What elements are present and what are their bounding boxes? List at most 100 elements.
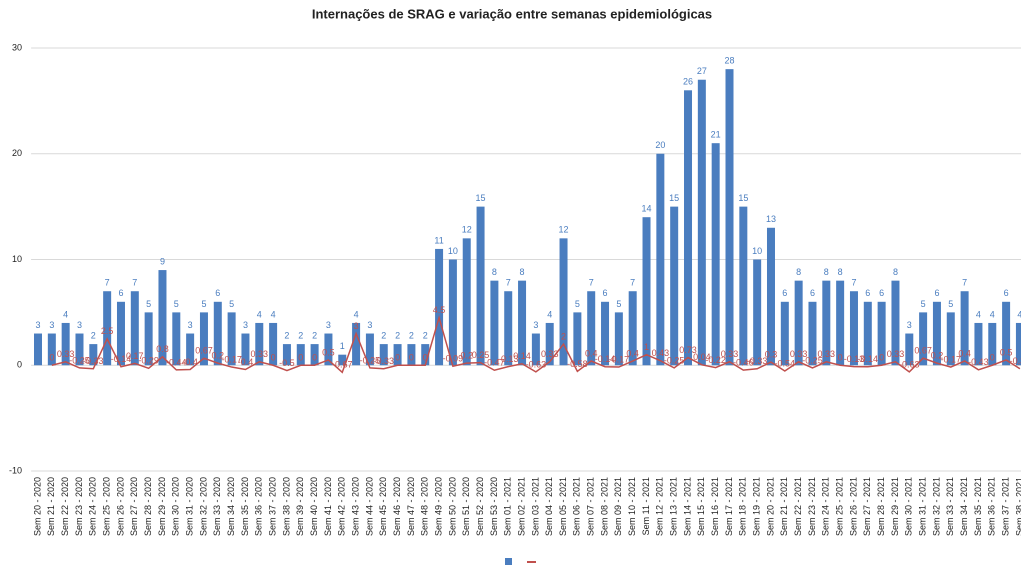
x-tick-label: Sem 15 - 2021 — [696, 477, 706, 536]
x-tick-label: Sem 03 - 2021 — [530, 477, 540, 536]
line-label: -0.46 — [733, 357, 754, 367]
line-label: -0.09 — [443, 354, 464, 364]
x-tick-label: Sem 28 - 2020 — [143, 477, 153, 536]
line-label: 0 — [423, 353, 428, 363]
bar-label: 4 — [271, 309, 276, 319]
bar — [753, 259, 762, 366]
bar — [116, 301, 125, 366]
bar — [241, 333, 250, 366]
bar-label: 28 — [724, 56, 734, 66]
x-tick-label: Sem 28 - 2021 — [876, 477, 886, 536]
bar — [75, 333, 84, 366]
x-tick-label: Sem 20 - 2021 — [765, 477, 775, 536]
line-label: -0.43 — [968, 357, 989, 367]
bar — [628, 291, 637, 366]
x-tick-label: Sem 21 - 2020 — [46, 477, 56, 536]
bar — [974, 322, 983, 366]
line-label: -0.63 — [526, 359, 547, 369]
x-tick-label: Sem 30 - 2021 — [904, 477, 914, 536]
line-label: -0.25 — [664, 355, 685, 365]
x-tick-label: Sem 26 - 2020 — [115, 477, 125, 536]
x-tick-label: Sem 12 - 2021 — [655, 477, 665, 536]
x-tick-label: Sem 37 - 2021 — [1000, 477, 1010, 536]
bar — [808, 301, 817, 366]
bar-label: 3 — [188, 320, 193, 330]
line-label: 0.33 — [251, 349, 269, 359]
bar-label: 27 — [697, 66, 707, 76]
bar-label: 4 — [1017, 309, 1021, 319]
bar-label: 7 — [962, 278, 967, 288]
x-tick-label: Sem 45 - 2020 — [378, 477, 388, 536]
x-tick-label: Sem 36 - 2021 — [987, 477, 997, 536]
line-label: 0.33 — [887, 349, 905, 359]
line-label: 0 — [409, 353, 414, 363]
bar-label: 3 — [367, 320, 372, 330]
bar-label: 8 — [838, 267, 843, 277]
bar-label: 15 — [476, 193, 486, 203]
line-label: -0.67 — [332, 360, 353, 370]
x-tick-label: Sem 22 - 2020 — [60, 477, 70, 536]
line-label: -0.33 — [83, 356, 104, 366]
line-label: 3 — [354, 321, 359, 331]
line-label: -0.22 — [705, 355, 726, 365]
line-label: 0.4 — [585, 348, 598, 358]
x-tick-label: Sem 51 - 2020 — [461, 477, 471, 536]
line-label: 0.17 — [126, 351, 144, 361]
bar — [435, 248, 444, 366]
bar — [324, 333, 333, 366]
x-tick-label: Sem 14 - 2021 — [682, 477, 692, 536]
bar-label: 7 — [589, 278, 594, 288]
x-tick-label: Sem 29 - 2020 — [157, 477, 167, 536]
bar — [255, 322, 264, 366]
bar-label: 20 — [655, 140, 665, 150]
line-label: 0 — [298, 353, 303, 363]
x-tick-label: Sem 02 - 2021 — [516, 477, 526, 536]
bar-label: 15 — [738, 193, 748, 203]
bar-label: 2 — [409, 330, 414, 340]
line-label: -0.13 — [844, 354, 865, 364]
bar — [199, 312, 208, 366]
bar-label: 6 — [782, 288, 787, 298]
x-tick-label: Sem 41 - 2020 — [323, 477, 333, 536]
bar-label: 2 — [381, 330, 386, 340]
x-tick-label: Sem 31 - 2020 — [185, 477, 195, 536]
line-label: -0.54 — [775, 358, 796, 368]
line-label: -0.63 — [899, 359, 920, 369]
bar — [89, 344, 98, 366]
line-label: -0.14 — [595, 354, 616, 364]
bar — [697, 79, 706, 366]
line-label: 0.14 — [513, 351, 531, 361]
bar-label: 1 — [340, 341, 345, 351]
bar — [766, 227, 775, 366]
bar — [780, 301, 789, 366]
bar-label: 6 — [810, 288, 815, 298]
line-label: 0 — [395, 353, 400, 363]
bar-label: 7 — [132, 278, 137, 288]
bar-label: 10 — [448, 246, 458, 256]
x-tick-label: Sem 26 - 2021 — [848, 477, 858, 536]
x-tick-label: Sem 32 - 2021 — [931, 477, 941, 536]
bar — [379, 344, 388, 366]
bar — [891, 280, 900, 366]
bar-label: 7 — [851, 278, 856, 288]
x-tick-label: Sem 18 - 2021 — [738, 477, 748, 536]
bar — [1015, 322, 1021, 366]
bar-label: 2 — [312, 330, 317, 340]
bar — [227, 312, 236, 366]
bar-label: 3 — [533, 320, 538, 330]
bar-label: 8 — [796, 267, 801, 277]
x-tick-label: Sem 13 - 2021 — [669, 477, 679, 536]
x-tick-label: Sem 50 - 2020 — [447, 477, 457, 536]
bar-label: 5 — [575, 299, 580, 309]
bar — [587, 291, 596, 366]
x-tick-label: Sem 38 - 2020 — [281, 477, 291, 536]
bar-label: 3 — [907, 320, 912, 330]
x-tick-label: Sem 07 - 2021 — [586, 477, 596, 536]
x-tick-label: Sem 47 - 2020 — [406, 477, 416, 536]
legend-swatch — [505, 558, 512, 565]
line-label: 0 — [271, 353, 276, 363]
line-label: 0.43 — [652, 348, 670, 358]
x-tick-label: Sem 34 - 2021 — [959, 477, 969, 536]
x-tick-label: Sem 35 - 2021 — [973, 477, 983, 536]
line-label: 0.33 — [721, 349, 739, 359]
